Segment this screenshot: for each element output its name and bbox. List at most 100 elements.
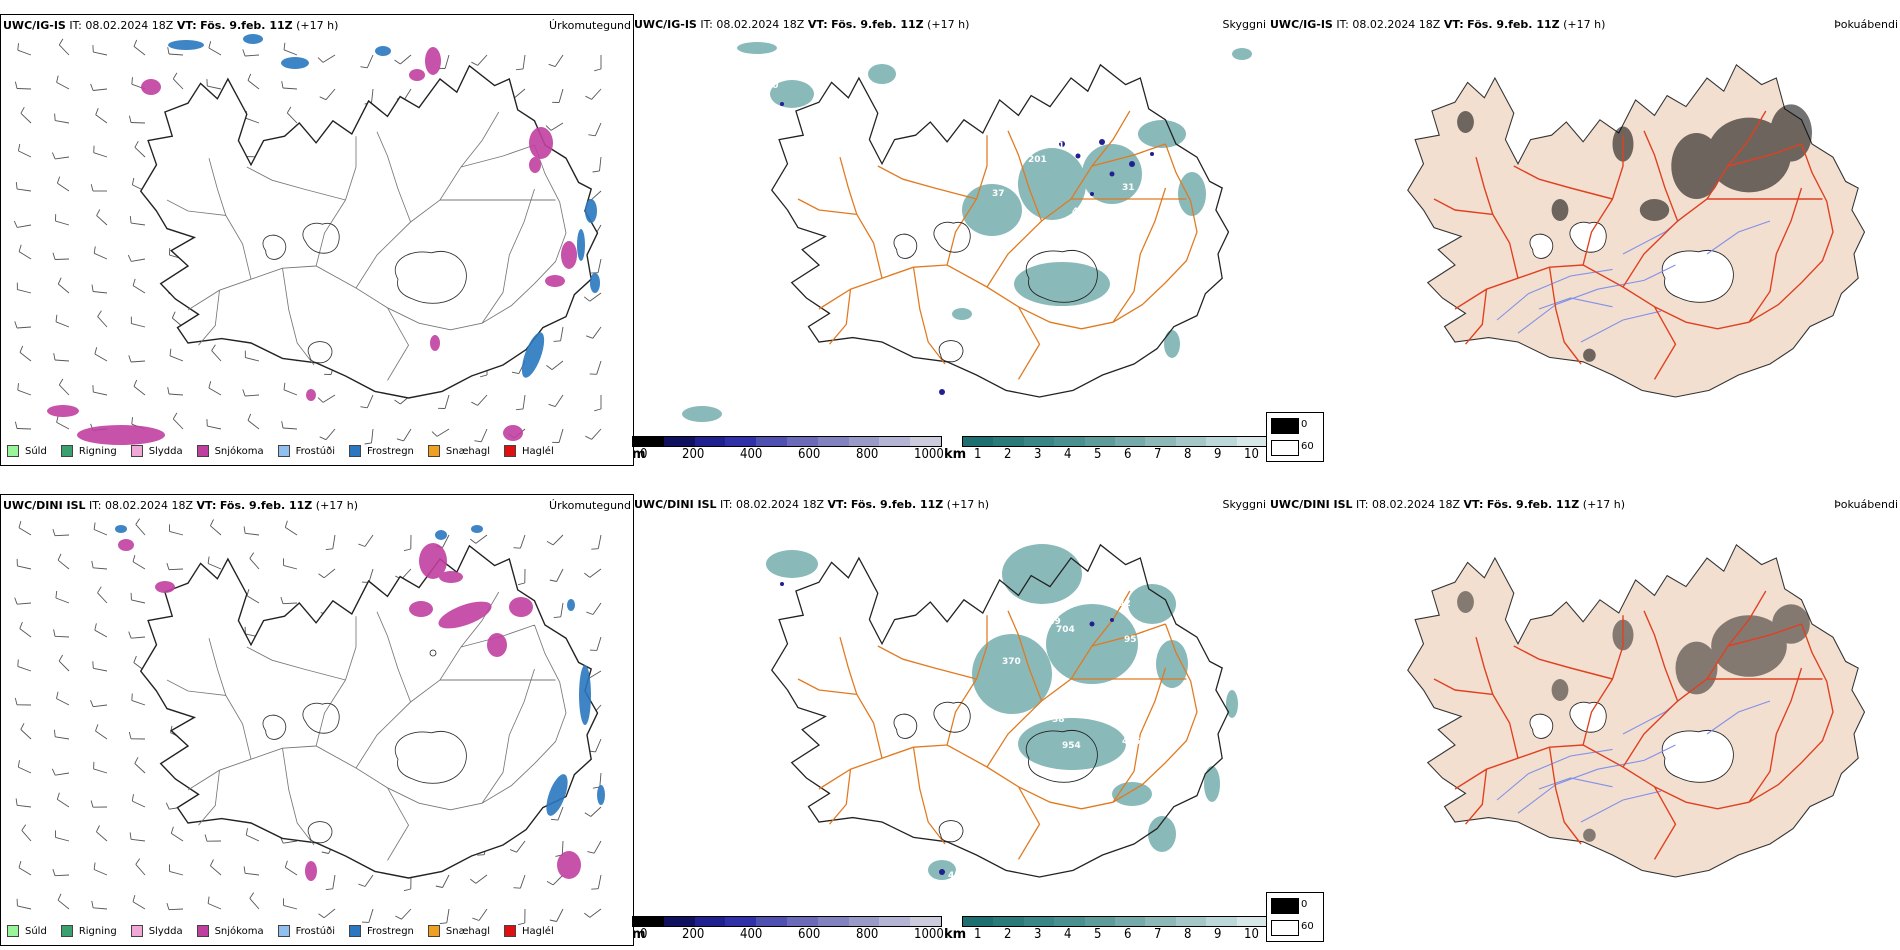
ceiling-label: 10: [766, 81, 779, 91]
fog-map: [1407, 64, 1866, 398]
wind-barb-flag: [90, 184, 94, 192]
wind-barb-flag: [548, 63, 556, 68]
scale-tick: 2: [1004, 927, 1012, 942]
wind-barb: [94, 629, 108, 638]
wind-barb: [93, 51, 108, 56]
wind-barb-flag: [166, 562, 170, 570]
wind-barb: [249, 558, 260, 570]
wind-barb-flag: [19, 345, 24, 353]
wind-barb: [403, 428, 412, 442]
wind-barb-flag: [165, 802, 170, 810]
wind-barb-flag: [95, 108, 99, 115]
wind-barb: [554, 54, 564, 67]
wind-barb-flag: [591, 888, 599, 890]
wind-barb-flag: [56, 792, 60, 800]
wind-barb: [282, 427, 298, 430]
wind-barb-flag: [207, 556, 210, 564]
wind-barb-flag: [172, 412, 178, 420]
wind-barb: [245, 532, 260, 536]
wind-barb-flag: [470, 538, 477, 544]
wind-barb: [130, 122, 146, 124]
wind-barb-flag: [364, 442, 372, 445]
ceiling-label: 465: [1122, 737, 1141, 747]
wind-barb-flag: [129, 832, 132, 840]
wind-barb: [96, 831, 108, 842]
wind-barb: [17, 602, 32, 605]
wind-barb: [364, 874, 374, 887]
wind-barb: [366, 54, 374, 68]
legend-item: Slydda: [130, 925, 183, 937]
wind-barb: [323, 568, 336, 579]
wind-barb-flag: [21, 824, 27, 831]
legend-item: Frostúði: [277, 925, 335, 937]
legend-label: Snæhagl: [445, 445, 491, 457]
wind-barb-flag: [242, 389, 246, 397]
colorbar-segment: [1084, 437, 1116, 446]
wind-barb: [325, 428, 336, 440]
wind-barb: [54, 359, 70, 362]
wind-barb-flag: [435, 885, 443, 888]
wind-barb-flag: [286, 106, 292, 114]
legend-swatch: [277, 445, 290, 457]
ceiling-label: 17: [1072, 309, 1085, 319]
wind-barb-flag: [57, 277, 62, 285]
wind-barb-flag: [97, 310, 102, 317]
wind-barb: [134, 763, 146, 774]
precip-map: [14, 518, 605, 925]
wind-barb-flag: [90, 700, 94, 707]
low-ceiling-points: [780, 102, 1154, 395]
wind-barb-flag: [284, 860, 288, 868]
wind-barb: [444, 394, 450, 409]
wind-barb-flag: [321, 851, 329, 854]
colorbar-segment: [817, 917, 849, 926]
wind-barb: [554, 394, 564, 407]
wind-barb: [285, 867, 298, 876]
wind-barb-flag: [516, 68, 524, 71]
wind-barb: [371, 88, 374, 103]
wind-barb-flag: [14, 421, 18, 429]
colorbar-segment: [1175, 437, 1207, 446]
wind-barb: [560, 602, 564, 617]
wind-barb-flag: [583, 296, 590, 302]
wind-barb: [283, 49, 298, 56]
legend-label: Frostregn: [367, 445, 414, 457]
wind-barb: [595, 738, 602, 753]
wind-barb-flag: [317, 57, 324, 63]
wind-barb: [18, 766, 32, 774]
visibility-areas: [682, 42, 1252, 422]
wind-barb-flag: [18, 520, 22, 528]
wind-barb: [286, 112, 298, 124]
scale-tick: 1000: [914, 447, 944, 462]
wind-barb: [55, 772, 70, 776]
wind-barb: [57, 559, 70, 570]
wind-barb-flag: [128, 631, 132, 639]
wind-barb-flag: [395, 915, 402, 920]
legend-label: Haglél: [522, 445, 554, 457]
wind-barb-flag: [280, 596, 284, 604]
wind-barb-flag: [517, 582, 525, 586]
wind-barb-flag: [584, 572, 591, 578]
wind-barb: [592, 326, 602, 339]
legend-label: Súld: [25, 925, 47, 937]
wind-barb: [54, 874, 70, 877]
wind-barb-flag: [91, 900, 94, 908]
wind-barb: [17, 905, 32, 910]
wind-barb: [21, 830, 32, 842]
scale-tick: 6: [1124, 447, 1132, 462]
colorbar-segment: [1054, 437, 1085, 446]
road-network: [797, 110, 1198, 381]
wind-barb: [55, 220, 70, 226]
scale-tick: 10: [1244, 927, 1259, 942]
wind-barb-flag: [54, 113, 56, 121]
wind-barb-flag: [550, 818, 559, 821]
wind-barb: [436, 428, 450, 437]
wind-barb: [17, 289, 32, 294]
wind-barb-flag: [131, 77, 133, 85]
wind-barb: [211, 350, 222, 362]
wind-barb-flag: [56, 75, 59, 83]
wind-barb: [208, 387, 222, 396]
wind-barb: [442, 534, 450, 548]
wind-barb-flag: [358, 883, 366, 887]
wind-barb: [132, 901, 146, 910]
